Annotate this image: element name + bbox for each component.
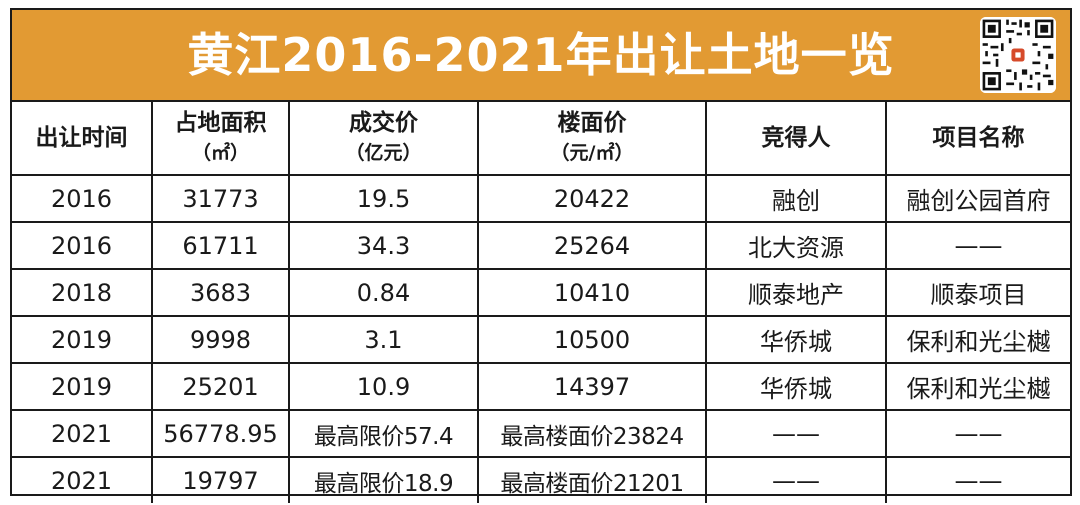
cell-project: 顺泰项目 (885, 268, 1070, 317)
cell-bidder: —— (705, 456, 887, 503)
cell-floor-price: 20422 (477, 175, 707, 223)
cell-deal-price: 3.1 (288, 315, 479, 364)
table-row: 2018 3683 0.84 10410 顺泰地产 顺泰项目 (12, 268, 1070, 317)
table-row: 2021 19797 最高限价18.9 最高楼面价21201 —— —— (12, 456, 1070, 503)
cell-deal-price: 最高限价18.9 (288, 456, 479, 503)
cell-deal-price: 10.9 (288, 362, 479, 411)
cell-floor-price: 25264 (477, 221, 707, 270)
title-bar: 黄江2016-2021年出让土地一览 (12, 10, 1070, 102)
header-sale-year: 出让时间 (12, 102, 153, 176)
cell-bidder: 华侨城 (705, 315, 887, 364)
cell-deal-price: 34.3 (288, 221, 479, 270)
cell-floor-price: 14397 (477, 362, 707, 411)
header-project-name: 项目名称 (885, 102, 1070, 176)
cell-project: 融创公园首府 (885, 175, 1070, 223)
header-unit: （亿元） (345, 142, 422, 164)
table-row: 2016 61711 34.3 25264 北大资源 —— (12, 221, 1070, 270)
cell-floor-price: 10500 (477, 315, 707, 364)
cell-area: 9998 (151, 315, 290, 364)
cell-area: 19797 (151, 456, 290, 503)
cell-year: 2018 (12, 268, 153, 317)
header-land-area: 占地面积 （㎡） (151, 102, 290, 176)
cell-year: 2019 (12, 315, 153, 364)
table-row: 2019 9998 3.1 10500 华侨城 保利和光尘樾 (12, 315, 1070, 364)
qr-code-icon (980, 17, 1056, 93)
cell-project: 保利和光尘樾 (885, 315, 1070, 364)
cell-year: 2016 (12, 221, 153, 270)
header-label: 项目名称 (932, 125, 1025, 151)
land-sales-table-frame: 黄江2016-2021年出让土地一览 (10, 8, 1072, 503)
header-label: 出让时间 (35, 125, 128, 151)
cell-deal-price: 19.5 (288, 175, 479, 223)
header-label: 占地面积 (174, 110, 267, 136)
land-sales-table: 出让时间 占地面积 （㎡） 成交价 （亿元） 楼面价 （元/㎡） 竞得人 (12, 102, 1070, 503)
cell-bidder: 北大资源 (705, 221, 887, 270)
header-label: 成交价 (349, 110, 418, 136)
cell-project: —— (885, 221, 1070, 270)
cell-project: —— (885, 456, 1070, 503)
cell-area: 61711 (151, 221, 290, 270)
table-header-row: 出让时间 占地面积 （㎡） 成交价 （亿元） 楼面价 （元/㎡） 竞得人 (12, 102, 1070, 176)
table-row: 2019 25201 10.9 14397 华侨城 保利和光尘樾 (12, 362, 1070, 411)
cell-bidder: 顺泰地产 (705, 268, 887, 317)
cell-floor-price: 10410 (477, 268, 707, 317)
header-winning-bidder: 竞得人 (705, 102, 887, 176)
cell-bidder: —— (705, 409, 887, 458)
cell-year: 2021 (12, 409, 153, 458)
cell-floor-price: 最高楼面价23824 (477, 409, 707, 458)
cell-year: 2021 (12, 456, 153, 503)
cell-deal-price: 0.84 (288, 268, 479, 317)
cell-year: 2016 (12, 175, 153, 223)
header-floor-price: 楼面价 （元/㎡） (477, 102, 707, 176)
cell-area: 31773 (151, 175, 290, 223)
cell-area: 56778.95 (151, 409, 290, 458)
header-unit: （元/㎡） (550, 142, 634, 164)
table-row: 2021 56778.95 最高限价57.4 最高楼面价23824 —— —— (12, 409, 1070, 458)
cell-bidder: 融创 (705, 175, 887, 223)
page-title: 黄江2016-2021年出让土地一览 (187, 28, 895, 82)
header-label: 楼面价 (557, 110, 627, 136)
cell-floor-price: 最高楼面价21201 (477, 456, 707, 503)
cell-deal-price: 最高限价57.4 (288, 409, 479, 458)
cell-area: 3683 (151, 268, 290, 317)
cell-year: 2019 (12, 362, 153, 411)
header-label: 竞得人 (761, 125, 831, 151)
cell-project: —— (885, 409, 1070, 458)
cell-area: 25201 (151, 362, 290, 411)
cell-project: 保利和光尘樾 (885, 362, 1070, 411)
table-row: 2016 31773 19.5 20422 融创 融创公园首府 (12, 175, 1070, 223)
cell-bidder: 华侨城 (705, 362, 887, 411)
header-unit: （㎡） (191, 142, 249, 164)
header-deal-price: 成交价 （亿元） (288, 102, 479, 176)
